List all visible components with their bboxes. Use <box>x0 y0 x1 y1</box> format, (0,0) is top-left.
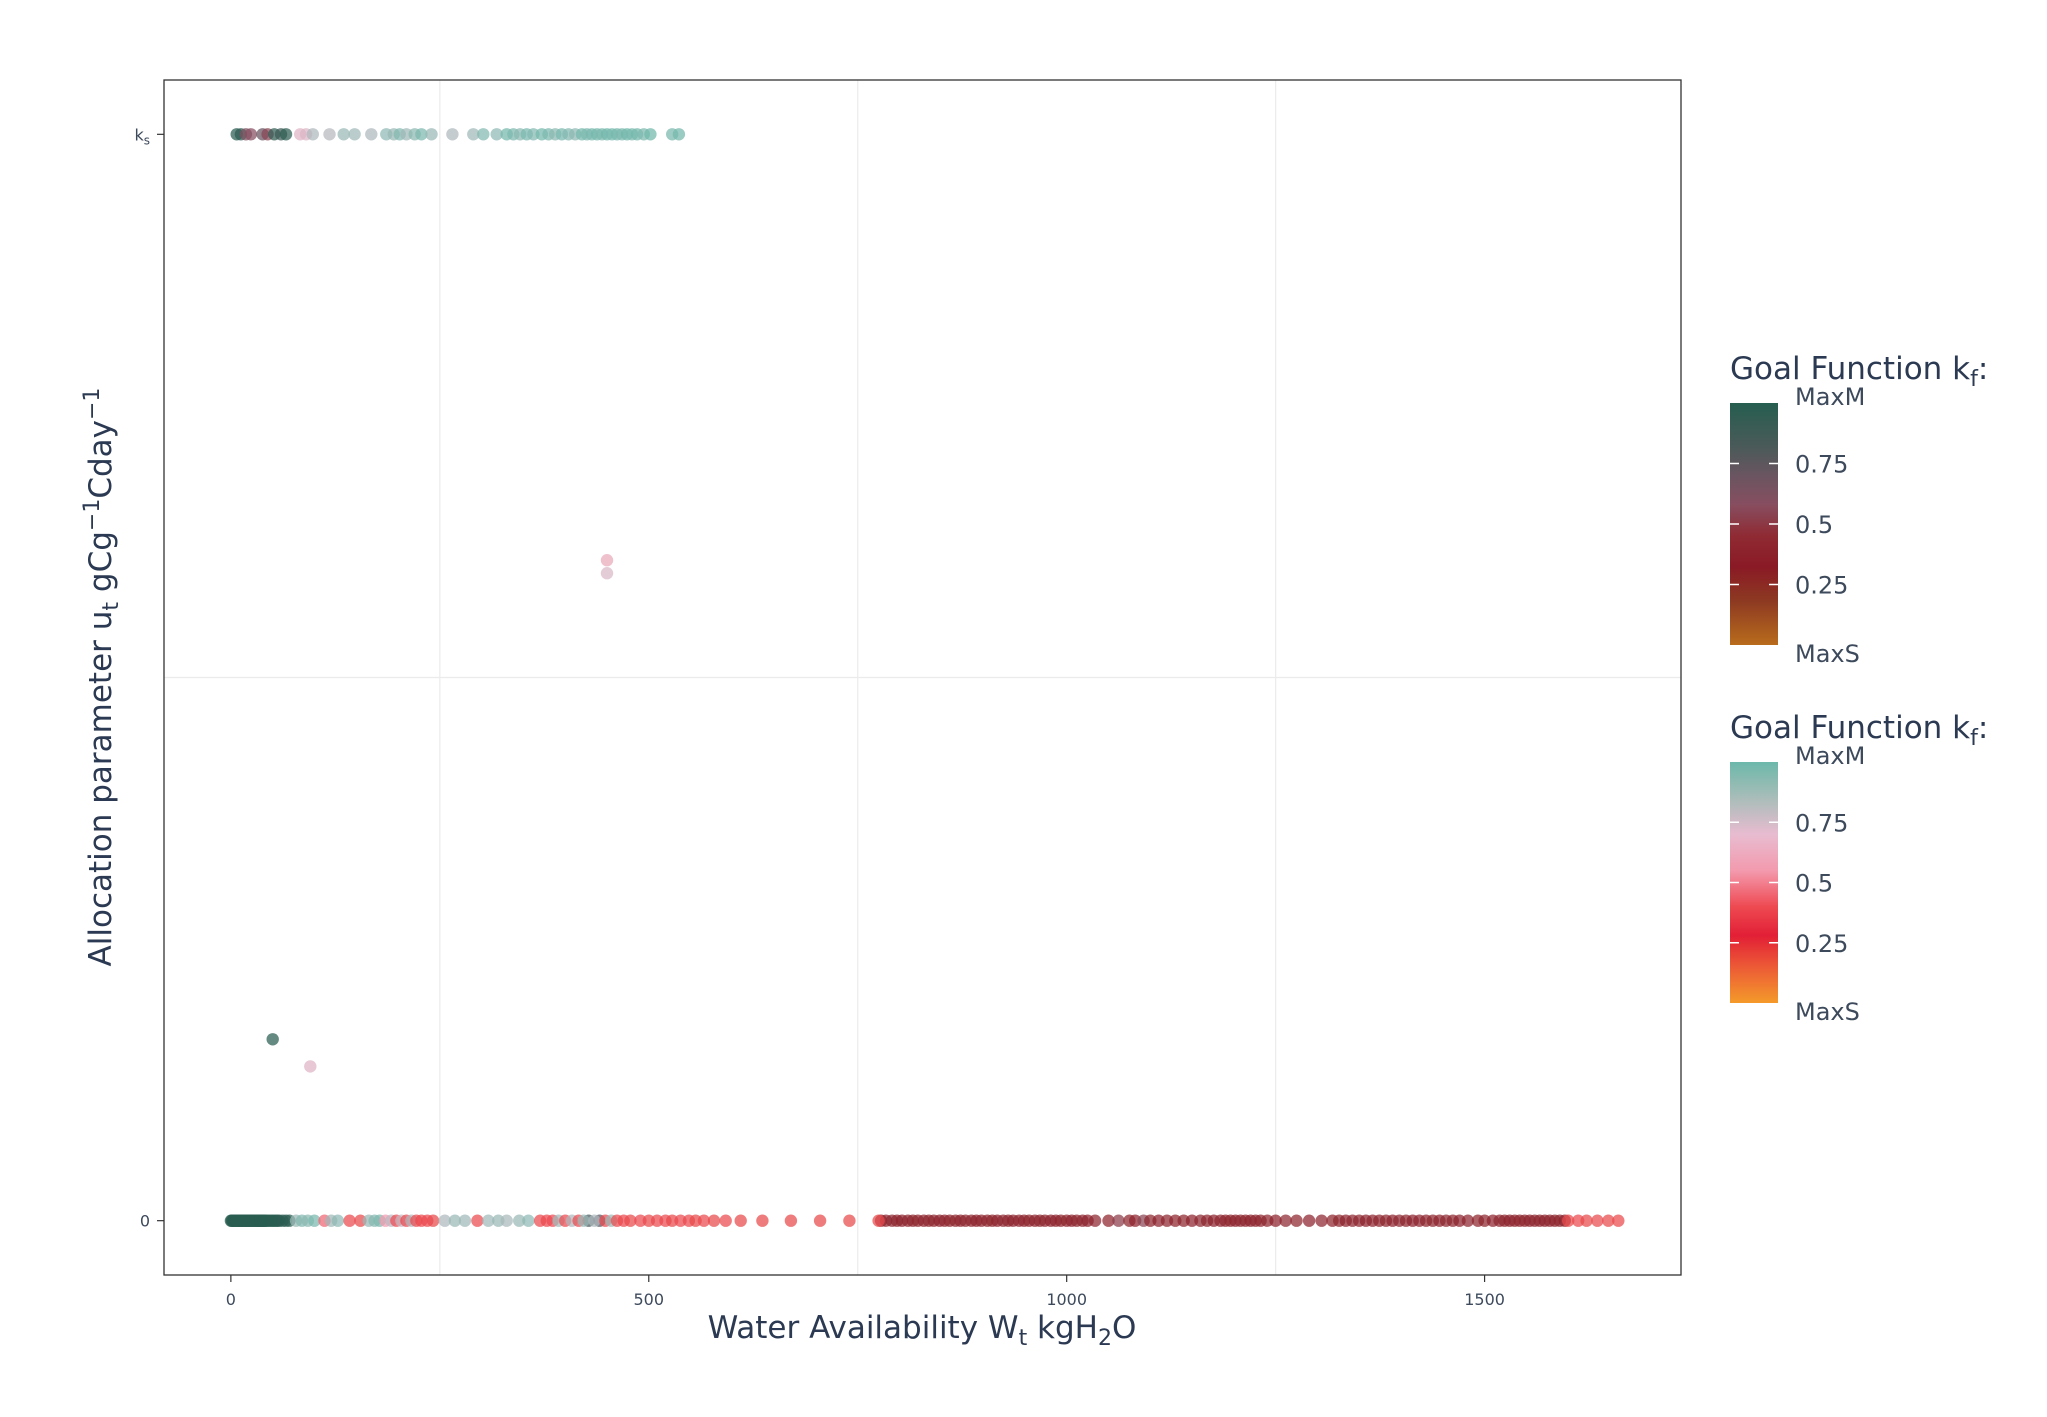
data-point <box>513 1214 526 1227</box>
data-point <box>1269 1214 1282 1227</box>
data-point <box>1461 1214 1475 1227</box>
data-point <box>577 1214 590 1227</box>
data-point <box>308 1214 321 1227</box>
data-point <box>1102 1214 1115 1227</box>
legend-label: 0.5 <box>1795 870 1833 898</box>
panel-border <box>163 79 1682 1276</box>
data-point <box>323 128 336 141</box>
x-tick-label: 500 <box>633 1290 664 1309</box>
y-axis-title: Allocation parameter ut gCg−1Cday−1 <box>80 388 124 967</box>
data-point <box>843 1214 856 1227</box>
data-point <box>467 128 480 141</box>
data-point <box>446 128 459 141</box>
data-point <box>337 128 350 141</box>
data-point <box>624 1214 637 1227</box>
gridlines <box>164 80 1681 1275</box>
y-tick-label: 0 <box>140 1212 150 1231</box>
data-point <box>490 128 503 141</box>
data-point <box>1279 1214 1292 1227</box>
legend-label: 0.25 <box>1795 572 1848 600</box>
legend-label: MaxM <box>1795 742 1865 770</box>
data-point <box>331 1214 344 1227</box>
data-point <box>734 1214 747 1227</box>
legend-label: 0.75 <box>1795 809 1848 837</box>
data-point <box>348 128 361 141</box>
data-point <box>426 1214 440 1227</box>
legend-title: Goal Function kf: <box>1730 710 1988 751</box>
x-tick-label: 1000 <box>1046 1290 1087 1309</box>
y-tick-label: ks <box>134 125 150 147</box>
data-point <box>477 128 490 141</box>
x-axis: 0 500 1000 1500 <box>226 1275 1505 1309</box>
data-point <box>266 1033 279 1046</box>
data-point <box>1112 1214 1125 1227</box>
data-point <box>872 1214 885 1227</box>
data-point <box>600 554 614 567</box>
legend-label: MaxS <box>1795 998 1860 1026</box>
data-point <box>697 1214 711 1227</box>
data-point <box>1088 1214 1102 1227</box>
data-point <box>588 1214 601 1227</box>
y-axis: 0 ks <box>134 125 164 1231</box>
data-points <box>224 128 1625 1227</box>
data-point <box>813 1214 827 1227</box>
data-point <box>415 128 428 141</box>
data-point <box>784 1214 798 1227</box>
legend-label: 0.25 <box>1795 930 1848 958</box>
data-point <box>600 567 614 580</box>
data-point <box>1315 1214 1328 1227</box>
data-point <box>1602 1214 1615 1227</box>
data-point <box>304 1060 317 1073</box>
data-point <box>343 1214 356 1227</box>
data-point <box>522 1214 535 1227</box>
data-point <box>500 1214 513 1227</box>
data-point <box>438 1214 451 1227</box>
data-point <box>756 1214 769 1227</box>
legend-label: MaxS <box>1795 640 1860 668</box>
data-point <box>458 1214 472 1227</box>
data-point <box>1302 1214 1316 1227</box>
x-tick-label: 1500 <box>1464 1290 1505 1309</box>
data-point <box>672 128 686 141</box>
data-point <box>1562 1214 1575 1227</box>
data-point <box>1612 1214 1625 1227</box>
x-axis-title: Water Availability Wt kgH2O <box>708 1310 1137 1351</box>
data-point <box>306 128 319 141</box>
data-point <box>707 1214 721 1227</box>
data-point <box>448 1214 462 1227</box>
data-point <box>482 1214 495 1227</box>
legend-title: Goal Function kf: <box>1730 351 1988 392</box>
data-point <box>1591 1214 1604 1227</box>
data-point <box>425 128 438 141</box>
x-tick-label: 0 <box>226 1290 236 1309</box>
legend-label: 0.75 <box>1795 451 1848 479</box>
data-point <box>719 1214 732 1227</box>
data-point <box>1580 1214 1593 1227</box>
legend-goal-function-dark: Goal Function kf:MaxM 0.75 0.5 0.25 MaxS <box>1730 351 1988 668</box>
legend-label: MaxM <box>1795 383 1865 411</box>
legend-goal-function-light: Goal Function kf:MaxM 0.75 0.5 0.25 MaxS <box>1730 710 1988 1026</box>
data-point <box>365 128 378 141</box>
data-point <box>244 128 258 141</box>
data-point <box>471 1214 484 1227</box>
data-point <box>644 128 657 141</box>
data-point <box>1290 1214 1303 1227</box>
legend-label: 0.5 <box>1795 511 1833 539</box>
data-point <box>279 128 293 141</box>
